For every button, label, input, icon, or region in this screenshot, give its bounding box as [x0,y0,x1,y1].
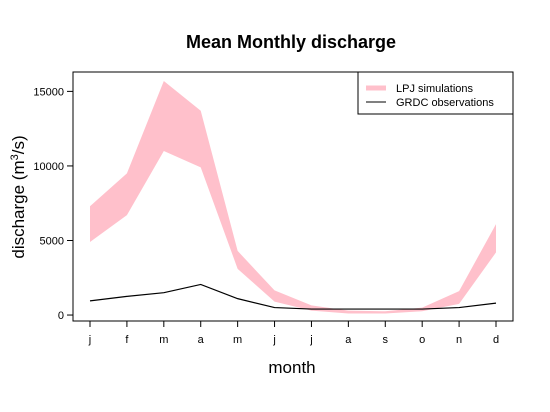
y-tick-label: 10000 [33,161,64,173]
x-tick-label: j [309,334,312,346]
y-axis-title-prefix: discharge (m [9,160,28,258]
plot-frame [72,71,514,322]
x-tick-label: d [493,334,499,346]
y-axis-title: discharge (m3/s) [9,135,28,258]
x-tick-label: a [198,334,205,346]
x-tick-label: j [88,334,91,346]
legend-label-lpj: LPJ simulations [396,83,474,95]
x-axis-title: month [268,358,315,377]
y-tick-label: 5000 [40,235,64,247]
y-axis: 0 5000 10000 15000 [33,86,73,322]
legend-label-grdc: GRDC observations [396,97,494,109]
grdc-line-path [89,283,497,310]
y-axis-title-superscript: 3 [9,154,21,160]
x-tick-label: a [345,334,352,346]
y-tick-label: 15000 [33,86,64,98]
grdc-observation-line [89,283,497,310]
x-tick-label: m [159,334,168,346]
legend-box [357,71,514,115]
y-axis-title-suffix: /s) [9,135,28,154]
x-tick-label: f [125,334,129,346]
y-tick-label: 0 [58,310,64,322]
x-tick-label: o [419,334,425,346]
x-tick-label: s [383,334,389,346]
x-tick-label: j [272,334,275,346]
lpj-band-area [90,80,496,314]
legend: LPJ simulations GRDC observations [357,71,514,115]
x-tick-label: m [233,334,242,346]
chart-title: Mean Monthly discharge [186,32,396,52]
x-tick-label: n [456,334,462,346]
lpj-simulation-band [90,80,496,314]
